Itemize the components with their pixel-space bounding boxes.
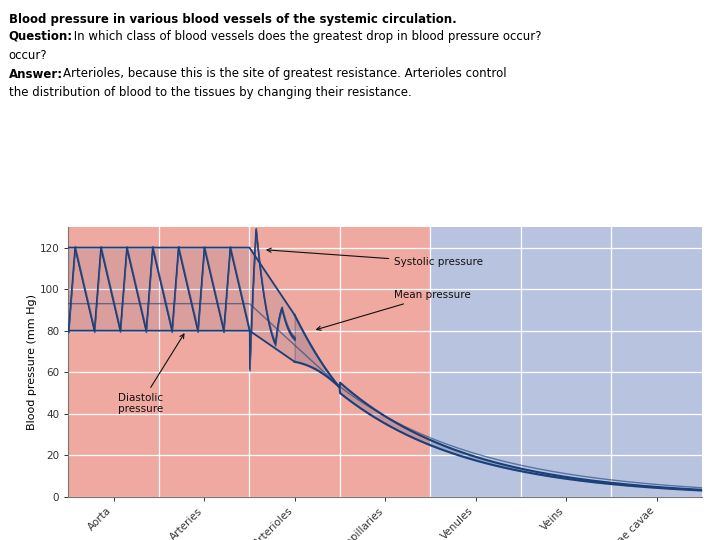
Text: Answer:: Answer: [9,68,63,80]
Bar [431,227,702,497]
Text: Diastolic
pressure: Diastolic pressure [118,334,184,414]
Text: the distribution of blood to the tissues by changing their resistance.: the distribution of blood to the tissues… [9,86,411,99]
Bar [68,227,431,497]
Text: Arterioles, because this is the site of greatest resistance. Arterioles control: Arterioles, because this is the site of … [63,68,506,80]
Text: Systolic pressure: Systolic pressure [267,248,483,267]
Y-axis label: Blood pressure (mm Hg): Blood pressure (mm Hg) [27,294,37,430]
Text: Question:: Question: [9,30,73,43]
Text: In which class of blood vessels does the greatest drop in blood pressure occur?: In which class of blood vessels does the… [70,30,541,43]
Text: Mean pressure: Mean pressure [317,291,471,330]
Text: Blood pressure in various blood vessels of the systemic circulation.: Blood pressure in various blood vessels … [9,14,456,26]
Text: occur?: occur? [9,49,48,62]
